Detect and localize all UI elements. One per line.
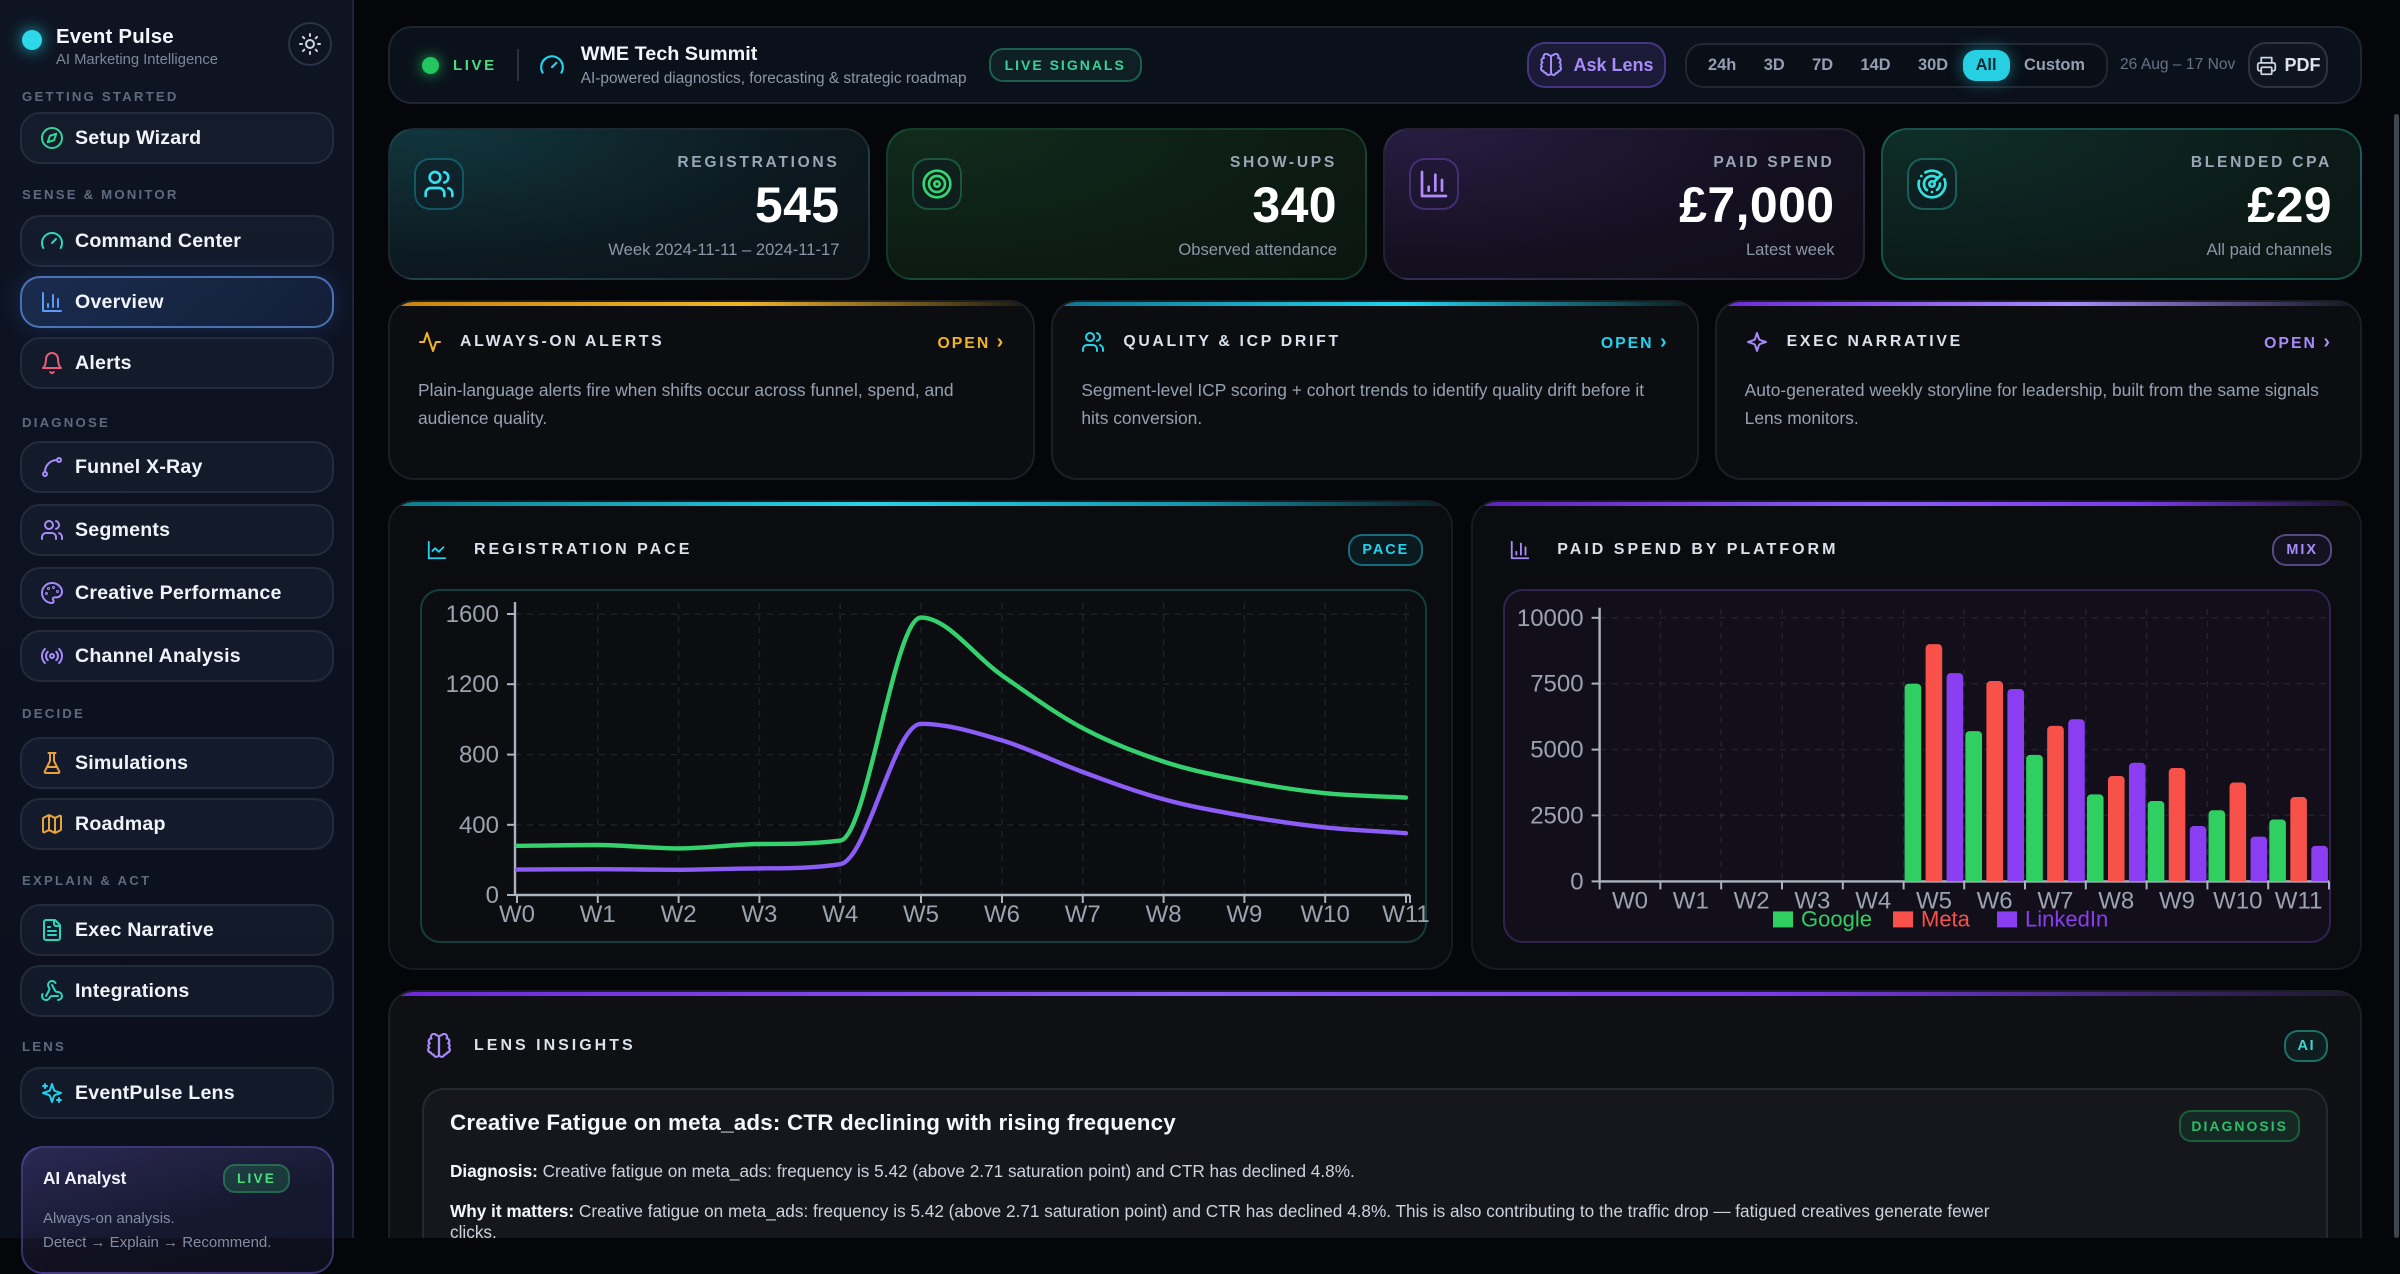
- svg-text:W4: W4: [1855, 887, 1891, 914]
- svg-text:10000: 10000: [1517, 605, 1584, 632]
- svg-text:W10: W10: [2213, 887, 2262, 914]
- svg-text:1600: 1600: [446, 601, 499, 628]
- svg-text:W7: W7: [2038, 887, 2074, 914]
- svg-text:W11: W11: [2275, 887, 2323, 914]
- svg-text:W5: W5: [903, 901, 939, 928]
- svg-text:W4: W4: [822, 901, 858, 928]
- svg-text:W8: W8: [1146, 901, 1182, 928]
- svg-text:LinkedIn: LinkedIn: [2025, 906, 2108, 931]
- svg-text:Meta: Meta: [1921, 906, 1971, 931]
- svg-text:W2: W2: [661, 901, 697, 928]
- svg-text:W0: W0: [499, 901, 535, 928]
- svg-text:400: 400: [459, 812, 499, 839]
- svg-text:W1: W1: [580, 901, 616, 928]
- svg-text:Google: Google: [1801, 906, 1872, 931]
- svg-text:W9: W9: [2159, 887, 2195, 914]
- svg-text:W2: W2: [1734, 887, 1770, 914]
- svg-text:W10: W10: [1301, 901, 1350, 928]
- svg-text:W0: W0: [1612, 887, 1648, 914]
- svg-text:W6: W6: [1977, 887, 2013, 914]
- svg-text:W9: W9: [1226, 901, 1262, 928]
- svg-text:800: 800: [459, 742, 499, 769]
- svg-text:W5: W5: [1916, 887, 1952, 914]
- svg-text:7500: 7500: [1530, 671, 1583, 698]
- svg-text:W6: W6: [984, 901, 1020, 928]
- svg-text:W11: W11: [1382, 901, 1428, 928]
- svg-text:0: 0: [486, 882, 499, 909]
- svg-text:1200: 1200: [446, 671, 499, 698]
- svg-text:5000: 5000: [1530, 737, 1583, 764]
- svg-text:W7: W7: [1065, 901, 1101, 928]
- svg-text:W3: W3: [741, 901, 777, 928]
- svg-text:W3: W3: [1795, 887, 1831, 914]
- svg-text:2500: 2500: [1530, 802, 1583, 829]
- svg-text:W1: W1: [1673, 887, 1709, 914]
- svg-text:W8: W8: [2098, 887, 2134, 914]
- svg-text:0: 0: [1571, 868, 1584, 895]
